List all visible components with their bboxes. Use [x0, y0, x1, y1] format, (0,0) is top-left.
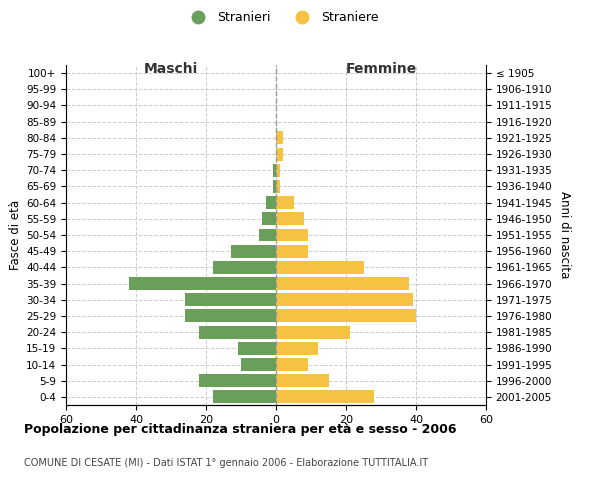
Bar — [272, 164, 276, 176]
Text: Maschi: Maschi — [144, 62, 198, 76]
Bar — [276, 148, 283, 160]
Bar — [276, 132, 283, 144]
Bar — [276, 390, 374, 404]
Bar — [199, 374, 276, 387]
Bar — [185, 294, 276, 306]
Text: Femmine: Femmine — [346, 62, 416, 76]
Bar — [276, 342, 318, 355]
Bar — [276, 277, 409, 290]
Bar — [276, 261, 364, 274]
Text: Popolazione per cittadinanza straniera per età e sesso - 2006: Popolazione per cittadinanza straniera p… — [24, 422, 457, 436]
Legend: Stranieri, Straniere: Stranieri, Straniere — [181, 6, 383, 29]
Bar — [276, 212, 304, 226]
Bar — [272, 180, 276, 193]
Bar — [241, 358, 276, 371]
Bar — [276, 228, 308, 241]
Bar — [276, 310, 416, 322]
Y-axis label: Anni di nascita: Anni di nascita — [558, 192, 571, 278]
Bar — [185, 310, 276, 322]
Bar — [129, 277, 276, 290]
Bar — [265, 196, 276, 209]
Bar — [213, 390, 276, 404]
Bar — [259, 228, 276, 241]
Bar — [276, 180, 280, 193]
Bar — [230, 244, 276, 258]
Bar — [276, 164, 280, 176]
Bar — [276, 374, 329, 387]
Bar — [276, 358, 308, 371]
Bar — [276, 244, 308, 258]
Bar — [238, 342, 276, 355]
Text: COMUNE DI CESATE (MI) - Dati ISTAT 1° gennaio 2006 - Elaborazione TUTTITALIA.IT: COMUNE DI CESATE (MI) - Dati ISTAT 1° ge… — [24, 458, 428, 468]
Y-axis label: Fasce di età: Fasce di età — [9, 200, 22, 270]
Bar — [213, 261, 276, 274]
Bar — [199, 326, 276, 338]
Bar — [276, 326, 349, 338]
Bar — [276, 196, 293, 209]
Bar — [262, 212, 276, 226]
Bar — [276, 294, 413, 306]
